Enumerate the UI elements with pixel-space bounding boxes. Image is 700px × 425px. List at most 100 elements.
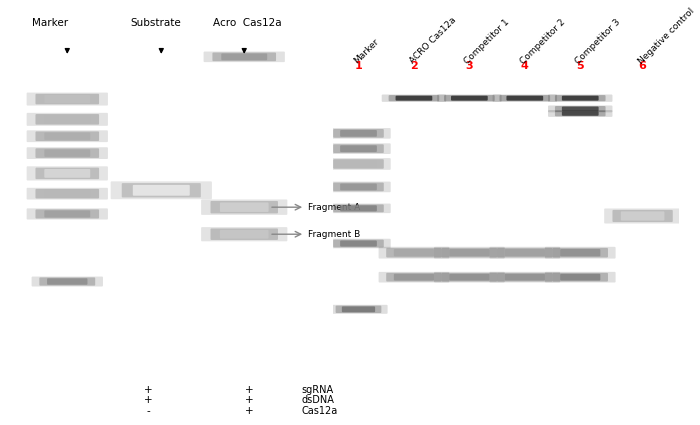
FancyBboxPatch shape (44, 115, 90, 123)
Text: +: + (245, 395, 253, 405)
FancyBboxPatch shape (326, 239, 391, 248)
FancyBboxPatch shape (442, 273, 497, 281)
FancyBboxPatch shape (386, 273, 442, 281)
FancyBboxPatch shape (612, 210, 673, 222)
FancyBboxPatch shape (505, 274, 545, 280)
FancyBboxPatch shape (44, 133, 90, 140)
FancyBboxPatch shape (560, 274, 601, 280)
FancyBboxPatch shape (333, 204, 384, 212)
Text: +: + (144, 385, 153, 395)
FancyBboxPatch shape (122, 183, 201, 198)
FancyBboxPatch shape (333, 129, 384, 138)
FancyBboxPatch shape (111, 181, 212, 199)
FancyBboxPatch shape (548, 105, 612, 112)
Text: 1: 1 (355, 61, 363, 71)
FancyBboxPatch shape (562, 96, 598, 101)
FancyBboxPatch shape (621, 211, 664, 221)
FancyBboxPatch shape (335, 306, 382, 313)
FancyBboxPatch shape (395, 96, 433, 101)
FancyBboxPatch shape (36, 210, 99, 218)
Text: Competitor 2: Competitor 2 (519, 17, 567, 66)
FancyBboxPatch shape (442, 248, 497, 258)
FancyBboxPatch shape (434, 247, 505, 258)
FancyBboxPatch shape (333, 240, 384, 247)
FancyBboxPatch shape (326, 204, 391, 213)
FancyBboxPatch shape (333, 183, 384, 191)
Text: 3: 3 (466, 61, 473, 71)
Text: Competitor 3: Competitor 3 (574, 17, 622, 66)
FancyBboxPatch shape (394, 274, 434, 280)
Text: 4: 4 (521, 61, 528, 71)
FancyBboxPatch shape (326, 158, 391, 170)
FancyBboxPatch shape (555, 106, 606, 112)
FancyBboxPatch shape (44, 150, 90, 157)
FancyBboxPatch shape (27, 147, 108, 159)
FancyBboxPatch shape (389, 95, 439, 101)
FancyBboxPatch shape (560, 249, 601, 256)
FancyBboxPatch shape (437, 94, 502, 102)
FancyBboxPatch shape (27, 166, 108, 181)
Text: Competitor 1: Competitor 1 (463, 17, 512, 66)
FancyBboxPatch shape (555, 110, 606, 116)
FancyBboxPatch shape (489, 247, 560, 258)
Text: +: + (245, 406, 253, 416)
FancyBboxPatch shape (340, 130, 377, 137)
FancyBboxPatch shape (333, 159, 384, 169)
Text: 6: 6 (638, 61, 647, 71)
FancyBboxPatch shape (548, 94, 612, 102)
FancyBboxPatch shape (489, 272, 560, 283)
FancyBboxPatch shape (27, 113, 108, 126)
FancyBboxPatch shape (220, 230, 269, 238)
FancyBboxPatch shape (221, 54, 267, 60)
FancyBboxPatch shape (340, 145, 377, 152)
FancyBboxPatch shape (545, 247, 615, 258)
FancyBboxPatch shape (555, 95, 606, 101)
FancyBboxPatch shape (449, 249, 489, 256)
FancyBboxPatch shape (36, 148, 99, 158)
Text: Acro  Cas12a: Acro Cas12a (213, 17, 281, 28)
FancyBboxPatch shape (604, 208, 681, 224)
FancyBboxPatch shape (44, 169, 90, 178)
FancyBboxPatch shape (434, 272, 505, 283)
Text: Negative control: Negative control (636, 6, 696, 66)
Text: 2: 2 (410, 61, 418, 71)
FancyBboxPatch shape (36, 131, 99, 141)
Text: ACRO Cas12a: ACRO Cas12a (407, 16, 458, 66)
FancyBboxPatch shape (326, 181, 391, 192)
FancyBboxPatch shape (394, 249, 434, 256)
Text: Fragment B: Fragment B (308, 230, 360, 239)
FancyBboxPatch shape (562, 111, 598, 116)
FancyBboxPatch shape (36, 94, 99, 105)
FancyBboxPatch shape (44, 95, 90, 103)
FancyBboxPatch shape (27, 130, 108, 142)
FancyBboxPatch shape (326, 143, 391, 154)
FancyBboxPatch shape (27, 188, 108, 200)
FancyBboxPatch shape (444, 95, 495, 101)
FancyBboxPatch shape (212, 53, 276, 61)
Text: +: + (144, 395, 153, 405)
FancyBboxPatch shape (211, 201, 278, 213)
FancyBboxPatch shape (552, 248, 608, 258)
FancyBboxPatch shape (545, 272, 615, 283)
Text: Cas12a: Cas12a (301, 406, 337, 416)
FancyBboxPatch shape (342, 306, 375, 312)
Text: sgRNA: sgRNA (301, 385, 333, 395)
FancyBboxPatch shape (36, 114, 99, 125)
Text: +: + (245, 385, 253, 395)
FancyBboxPatch shape (133, 185, 190, 196)
FancyBboxPatch shape (562, 107, 598, 111)
Text: Substrate: Substrate (130, 17, 181, 28)
FancyBboxPatch shape (47, 278, 88, 285)
FancyBboxPatch shape (211, 229, 278, 240)
FancyBboxPatch shape (201, 199, 288, 215)
FancyBboxPatch shape (386, 248, 442, 258)
FancyBboxPatch shape (382, 94, 446, 102)
FancyBboxPatch shape (39, 278, 95, 286)
FancyBboxPatch shape (32, 277, 103, 286)
Text: dsDNA: dsDNA (301, 395, 334, 405)
FancyBboxPatch shape (220, 202, 269, 212)
FancyBboxPatch shape (340, 160, 377, 167)
FancyBboxPatch shape (506, 96, 543, 101)
FancyBboxPatch shape (449, 274, 489, 280)
FancyBboxPatch shape (201, 227, 288, 241)
